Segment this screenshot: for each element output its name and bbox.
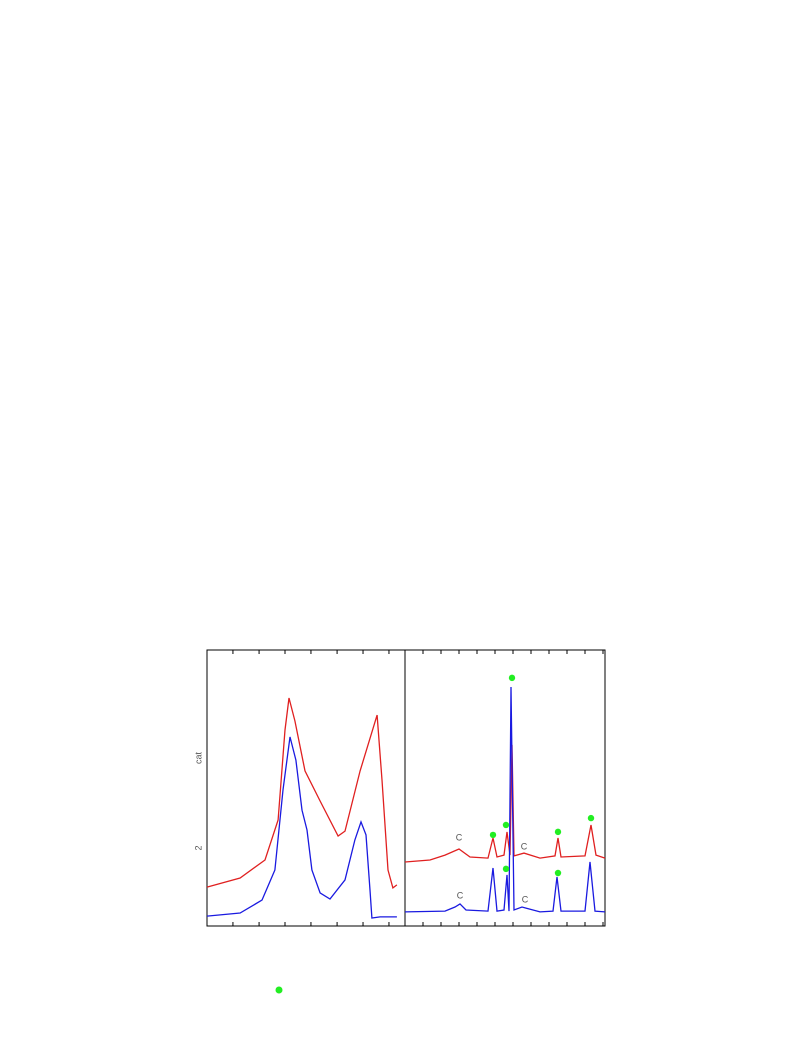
spectrum-line	[206, 736, 397, 919]
plot-frame	[206, 649, 406, 927]
peak-annotation: C	[522, 894, 529, 904]
peak-annotation: C	[456, 832, 463, 842]
peak-marker	[587, 814, 595, 822]
peak-annotation: C	[521, 841, 528, 851]
plot-frame	[404, 649, 606, 927]
peak-annotation: C	[457, 890, 464, 900]
y-label-part: 2	[193, 845, 203, 850]
legend-marker	[275, 986, 283, 994]
y-label-part: cat	[193, 752, 203, 765]
peak-marker	[502, 865, 510, 873]
spectrum-line	[206, 697, 398, 889]
spectrum-line	[404, 686, 606, 913]
peak-marker	[502, 821, 510, 829]
peak-marker	[489, 831, 497, 839]
peak-marker	[508, 674, 516, 682]
peak-marker	[554, 828, 562, 836]
spectrum-line	[404, 744, 606, 863]
peak-marker	[554, 869, 562, 877]
